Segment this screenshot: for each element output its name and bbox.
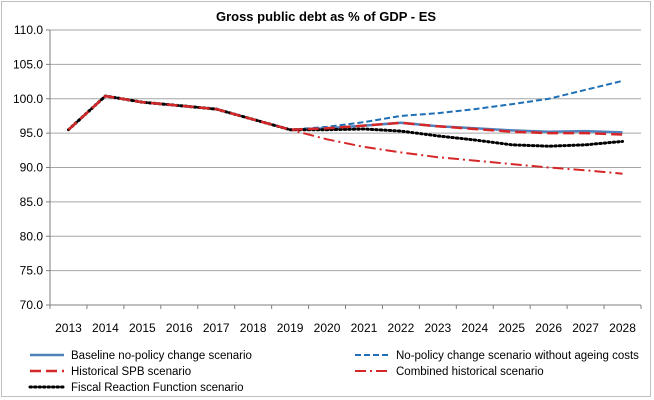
x-tick-label: 2027: [572, 321, 599, 335]
legend: Baseline no-policy change scenario No-pol…: [28, 350, 639, 394]
y-tick-label: 110.0: [14, 23, 43, 37]
series-line: [67, 79, 623, 131]
legend-label: Fiscal Reaction Function scenario: [71, 382, 244, 394]
x-tick-label: 2021: [351, 321, 378, 335]
y-tick-label: 75.0: [20, 264, 44, 278]
y-tick-label: 70.0: [20, 298, 44, 312]
y-tick-label: 90.0: [20, 161, 44, 175]
series-line: [67, 95, 623, 175]
x-tick-label: 2013: [55, 321, 82, 335]
legend-label: Combined historical scenario: [396, 366, 544, 378]
legend-label: No-policy change scenario without ageing…: [396, 350, 639, 362]
x-tick-label: 2024: [461, 321, 488, 335]
x-tick-label: 2023: [424, 321, 451, 335]
x-tick-label: 2026: [535, 321, 562, 335]
y-tick-labels: 70.0 75.0 80.0 85.0 90.0 95.0 100.0 105.0 110.0: [13, 23, 43, 312]
legend-label: Baseline no-policy change scenario: [71, 350, 252, 362]
x-tick-label: 2028: [609, 321, 636, 335]
x-tick-label: 2019: [277, 321, 304, 335]
x-tick-label: 2017: [203, 321, 230, 335]
x-tick-label: 2015: [129, 321, 156, 335]
y-tick-label: 95.0: [20, 126, 44, 140]
legend-label: Historical SPB scenario: [71, 366, 191, 378]
x-tick-label: 2016: [166, 321, 193, 335]
y-tick-label: 85.0: [20, 195, 44, 209]
y-tick-label: 105.0: [13, 57, 43, 71]
x-tick-label: 2018: [240, 321, 267, 335]
x-tick-label: 2025: [498, 321, 525, 335]
x-tick-labels: 2013 2014 2015 2016 2017 2018 2019 2020 2021 2022…: [55, 321, 636, 335]
series-lines: [67, 79, 624, 175]
x-tick-label: 2022: [388, 321, 415, 335]
series-line: [67, 94, 623, 136]
axes: [46, 29, 642, 309]
y-tick-label: 100.0: [13, 92, 43, 106]
gridlines: [50, 29, 641, 272]
chart-title: Gross public debt as % of GDP - ES: [216, 9, 436, 24]
y-tick-label: 80.0: [20, 229, 44, 243]
x-tick-label: 2014: [92, 321, 119, 335]
x-tick-label: 2020: [314, 321, 341, 335]
